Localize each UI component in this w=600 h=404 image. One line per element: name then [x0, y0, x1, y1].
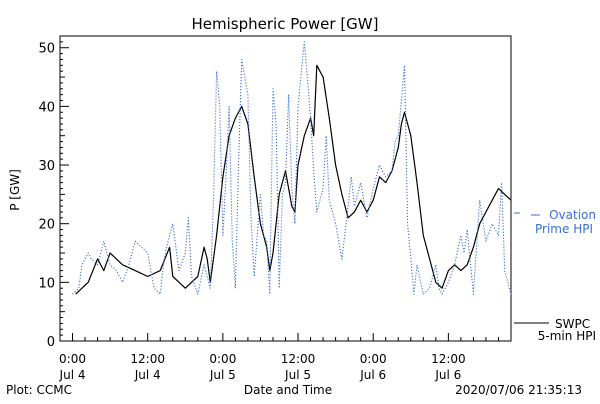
- x-tick-label-time: 12:00: [130, 352, 165, 366]
- y-axis-label: P [GW]: [8, 169, 22, 211]
- x-tick-label-date: Jul 5: [284, 368, 311, 382]
- chart-title: Hemispheric Power [GW]: [192, 15, 379, 33]
- series-line-swpc: [75, 64, 511, 295]
- legend-label-ovation-line1: Ovation: [549, 208, 596, 222]
- timestamp: 2020/07/06 21:35:13: [455, 383, 582, 397]
- x-tick-label-date: Jul 4: [59, 368, 86, 382]
- y-tick-label: 20: [38, 218, 55, 233]
- legend-label-swpc-line1: SWPC: [555, 317, 590, 331]
- y-tick-label: 40: [38, 100, 55, 115]
- legend-label-swpc-line2: 5-min HPI: [538, 329, 596, 343]
- y-tick-label: 30: [38, 159, 55, 174]
- plot-credit: Plot: CCMC: [6, 383, 72, 397]
- x-tick-label-date: Jul 6: [359, 368, 386, 382]
- x-tick-label-date: Jul 6: [434, 368, 461, 382]
- x-tick-label-time: 0:00: [360, 352, 387, 366]
- x-tick-label-time: 0:00: [59, 352, 86, 366]
- x-axis-label: Date and Time: [244, 383, 332, 397]
- series-lines: [72, 41, 511, 295]
- plot-frame: [59, 35, 512, 342]
- x-tick-label-time: 0:00: [209, 352, 236, 366]
- x-tick-label-time: 12:00: [431, 352, 466, 366]
- x-tick-label-date: Jul 4: [134, 368, 161, 382]
- x-tick-label-date: Jul 5: [209, 368, 236, 382]
- y-tick-label: 0: [47, 335, 55, 350]
- x-tick-label-time: 12:00: [281, 352, 316, 366]
- y-tick-label: 50: [38, 42, 55, 57]
- legend-label-ovation-line2: Prime HPI: [535, 222, 593, 236]
- series-line-ovation: [72, 41, 511, 295]
- y-tick-label: 10: [38, 276, 55, 291]
- axes: 0 10 20 30 40 50 0:00 Jul 4 12:00 Jul 4 0:00 Jul 5 1…: [38, 35, 512, 382]
